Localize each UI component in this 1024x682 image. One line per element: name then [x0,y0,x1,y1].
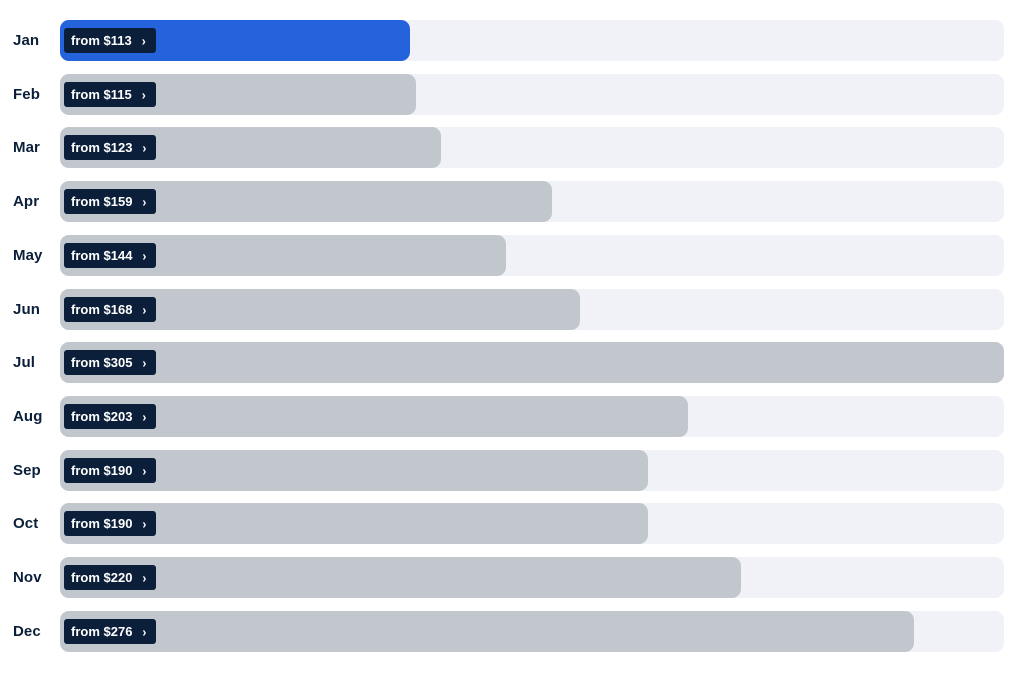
price-label-text: from $190 [71,463,133,478]
month-label: Nov [13,569,42,586]
month-row-sep: Sep from $190 › [0,450,1024,491]
chevron-right-icon: › [142,302,147,318]
price-label-button[interactable]: from $168 › [64,297,157,322]
month-label: Aug [13,408,43,425]
price-label-button[interactable]: from $190 › [64,511,157,536]
chevron-right-icon: › [142,624,147,640]
price-label-button[interactable]: from $276 › [64,619,157,644]
month-row-dec: Dec from $276 › [0,611,1024,652]
price-label-button[interactable]: from $115 › [64,82,156,107]
price-label-text: from $113 [71,33,132,48]
price-bar[interactable] [60,611,914,652]
month-row-feb: Feb from $115 › [0,74,1024,115]
price-label-text: from $123 [71,140,133,155]
month-label: Sep [13,462,41,479]
month-row-jun: Jun from $168 › [0,289,1024,330]
chevron-right-icon: › [141,87,146,103]
price-bar[interactable] [60,450,648,491]
price-bar[interactable] [60,503,648,544]
price-label-button[interactable]: from $113 › [64,28,156,53]
month-row-jul: Jul from $305 › [0,342,1024,383]
price-label-button[interactable]: from $203 › [64,404,157,429]
month-row-jan: Jan from $113 › [0,20,1024,61]
price-label-text: from $168 [71,302,133,317]
bar-track[interactable]: from $159 › [60,181,1004,222]
price-label-text: from $203 [71,409,133,424]
price-label-text: from $144 [71,248,133,263]
price-label-button[interactable]: from $144 › [64,243,157,268]
bar-track[interactable]: from $115 › [60,74,1004,115]
month-row-apr: Apr from $159 › [0,181,1024,222]
month-row-aug: Aug from $203 › [0,396,1024,437]
price-label-text: from $190 [71,516,133,531]
price-bar[interactable] [60,342,1004,383]
bar-track[interactable]: from $123 › [60,127,1004,168]
bar-track[interactable]: from $190 › [60,450,1004,491]
chevron-right-icon: › [142,463,147,479]
price-label-text: from $305 [71,355,133,370]
month-label: Mar [13,139,40,156]
price-label-button[interactable]: from $123 › [64,135,157,160]
price-label-text: from $115 [71,87,132,102]
bar-track[interactable]: from $190 › [60,503,1004,544]
month-label: Dec [13,623,41,640]
month-row-mar: Mar from $123 › [0,127,1024,168]
bar-track[interactable]: from $168 › [60,289,1004,330]
price-label-button[interactable]: from $305 › [64,350,157,375]
month-label: Jul [13,354,35,371]
month-label: Jun [13,301,40,318]
bar-track[interactable]: from $113 › [60,20,1004,61]
month-label: May [13,247,43,264]
chevron-right-icon: › [141,33,146,49]
month-label: Oct [13,515,39,532]
chevron-right-icon: › [142,140,147,156]
month-label: Feb [13,86,40,103]
chevron-right-icon: › [142,248,147,264]
price-label-button[interactable]: from $190 › [64,458,157,483]
bar-track[interactable]: from $203 › [60,396,1004,437]
chevron-right-icon: › [142,516,147,532]
chevron-right-icon: › [142,409,147,425]
price-label-button[interactable]: from $159 › [64,189,157,214]
bar-track[interactable]: from $144 › [60,235,1004,276]
price-label-button[interactable]: from $220 › [64,565,157,590]
price-label-text: from $220 [71,570,133,585]
chevron-right-icon: › [142,194,147,210]
month-row-may: May from $144 › [0,235,1024,276]
price-bar[interactable] [60,396,688,437]
bar-track[interactable]: from $305 › [60,342,1004,383]
price-bar[interactable] [60,557,741,598]
price-label-text: from $159 [71,194,133,209]
chevron-right-icon: › [142,355,147,371]
month-row-oct: Oct from $190 › [0,503,1024,544]
price-label-text: from $276 [71,624,133,639]
bar-track[interactable]: from $220 › [60,557,1004,598]
month-label: Jan [13,32,40,49]
chevron-right-icon: › [142,570,147,586]
month-label: Apr [13,193,40,210]
month-row-nov: Nov from $220 › [0,557,1024,598]
bar-track[interactable]: from $276 › [60,611,1004,652]
